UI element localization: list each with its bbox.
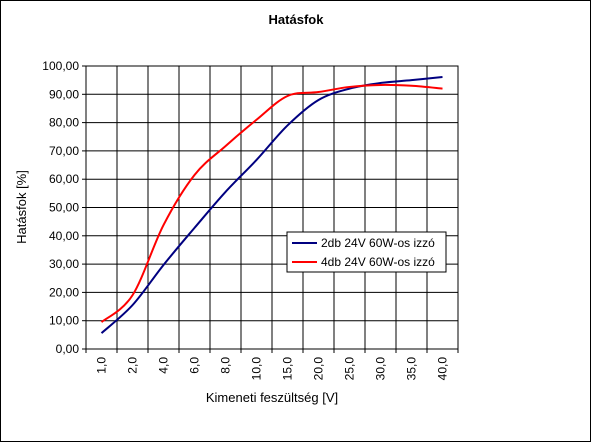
x-tick-label: 15,0: [281, 357, 295, 381]
legend-label: 2db 24V 60W-os izzó: [321, 236, 435, 250]
y-tick-label: 10,00: [49, 314, 79, 328]
y-axis-label: Hatásfok [%]: [14, 170, 29, 244]
y-tick-label: 40,00: [49, 229, 79, 243]
x-tick-label: 30,0: [374, 357, 388, 381]
y-tick-label: 60,00: [49, 172, 79, 186]
y-tick-label: 100,00: [42, 59, 79, 73]
x-tick-label: 1,0: [95, 357, 109, 374]
y-tick-label: 30,00: [49, 257, 79, 271]
y-tick-label: 20,00: [49, 285, 79, 299]
x-tick-label: 8,0: [219, 357, 233, 374]
x-tick-label: 20,0: [312, 357, 326, 381]
x-axis-label: Kimeneti feszültség [V]: [206, 390, 338, 405]
series-line: [100, 76, 443, 334]
x-tick-label: 6,0: [188, 357, 202, 374]
legend-box: [286, 231, 447, 273]
x-tick-label: 2,0: [126, 357, 140, 374]
chart-title: Hatásfok: [269, 12, 325, 27]
legend-label: 4db 24V 60W-os izzó: [321, 255, 435, 269]
y-tick-label: 50,00: [49, 201, 79, 215]
y-tick-label: 0,00: [56, 342, 80, 356]
x-tick-label: 40,0: [436, 357, 450, 381]
x-tick-label: 10,0: [250, 357, 264, 381]
series-line: [100, 83, 443, 323]
x-tick-label: 25,0: [343, 357, 357, 381]
x-tick-label: 35,0: [405, 357, 419, 381]
y-tick-label: 70,00: [49, 144, 79, 158]
x-tick-label: 4,0: [157, 357, 171, 374]
y-tick-label: 80,00: [49, 116, 79, 130]
y-tick-label: 90,00: [49, 87, 79, 101]
